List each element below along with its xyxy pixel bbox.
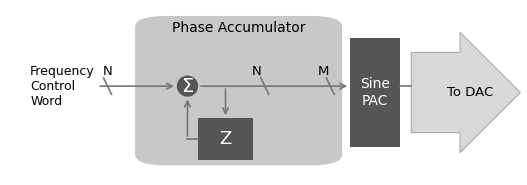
Text: Σ: Σ [181, 77, 193, 96]
Text: N: N [252, 65, 261, 78]
Text: Sine
PAC: Sine PAC [360, 77, 389, 108]
FancyBboxPatch shape [350, 38, 400, 147]
FancyBboxPatch shape [135, 16, 342, 165]
Ellipse shape [177, 75, 198, 97]
FancyBboxPatch shape [198, 118, 253, 160]
Text: Z: Z [220, 130, 232, 148]
Text: Frequency
Control
Word: Frequency Control Word [30, 65, 95, 108]
Text: M: M [318, 65, 329, 78]
Text: N: N [103, 65, 113, 78]
Polygon shape [412, 32, 520, 153]
Text: Phase Accumulator: Phase Accumulator [172, 21, 305, 35]
Text: To DAC: To DAC [447, 86, 494, 99]
